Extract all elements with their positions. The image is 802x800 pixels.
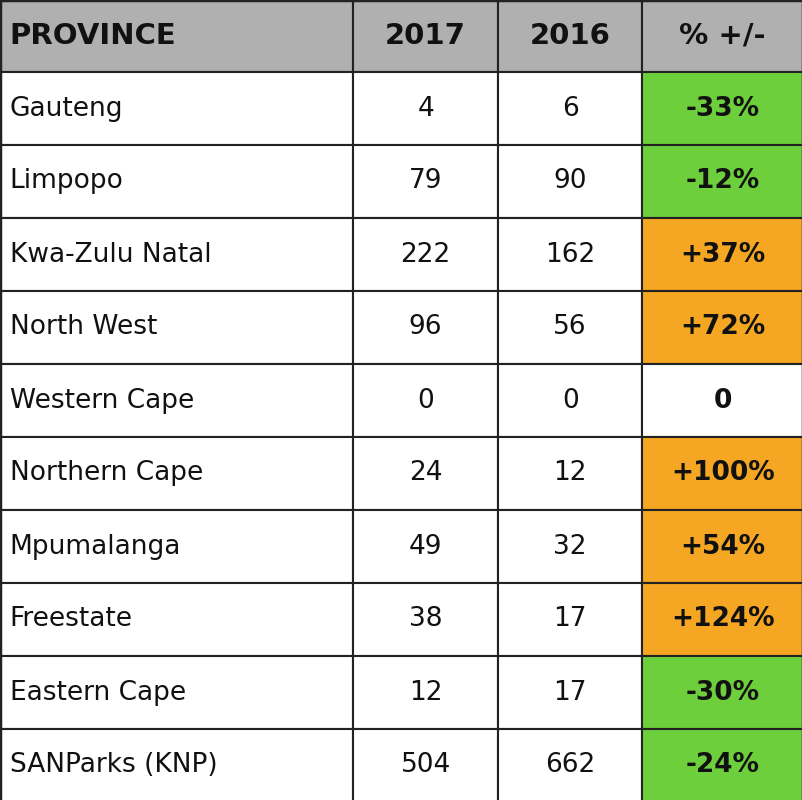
Bar xyxy=(0,510,353,583)
Text: 49: 49 xyxy=(408,534,442,559)
Text: 2017: 2017 xyxy=(385,22,465,50)
Bar xyxy=(353,291,497,364)
Text: 2016: 2016 xyxy=(529,22,610,50)
Bar xyxy=(353,218,497,291)
Bar xyxy=(0,145,353,218)
Bar xyxy=(497,72,642,145)
Text: Western Cape: Western Cape xyxy=(10,387,193,414)
Text: +37%: +37% xyxy=(679,242,764,267)
Text: North West: North West xyxy=(10,314,157,341)
Text: 17: 17 xyxy=(553,606,586,633)
Bar xyxy=(353,0,497,72)
Text: Limpopo: Limpopo xyxy=(10,169,124,194)
Text: 4: 4 xyxy=(417,95,433,122)
Text: -12%: -12% xyxy=(685,169,759,194)
Text: Gauteng: Gauteng xyxy=(10,95,123,122)
Bar xyxy=(497,437,642,510)
Bar xyxy=(353,364,497,437)
Text: % +/-: % +/- xyxy=(678,22,765,50)
Text: PROVINCE: PROVINCE xyxy=(10,22,176,50)
Text: 12: 12 xyxy=(408,679,442,706)
Text: 79: 79 xyxy=(408,169,442,194)
Bar xyxy=(353,729,497,800)
Bar xyxy=(497,291,642,364)
Bar xyxy=(353,145,497,218)
Bar xyxy=(642,729,802,800)
Bar xyxy=(497,145,642,218)
Bar xyxy=(642,656,802,729)
Bar xyxy=(642,145,802,218)
Bar xyxy=(0,72,353,145)
Bar xyxy=(642,218,802,291)
Text: -33%: -33% xyxy=(685,95,759,122)
Bar xyxy=(642,72,802,145)
Bar xyxy=(0,437,353,510)
Bar xyxy=(497,510,642,583)
Bar xyxy=(497,0,642,72)
Bar xyxy=(642,364,802,437)
Text: Kwa-Zulu Natal: Kwa-Zulu Natal xyxy=(10,242,211,267)
Text: +100%: +100% xyxy=(670,461,774,486)
Text: 12: 12 xyxy=(553,461,586,486)
Bar xyxy=(642,583,802,656)
Bar xyxy=(353,437,497,510)
Bar xyxy=(642,291,802,364)
Text: 56: 56 xyxy=(553,314,586,341)
Text: 24: 24 xyxy=(408,461,442,486)
Bar xyxy=(497,218,642,291)
Text: 222: 222 xyxy=(400,242,450,267)
Text: 0: 0 xyxy=(713,387,731,414)
Text: Eastern Cape: Eastern Cape xyxy=(10,679,185,706)
Bar xyxy=(497,364,642,437)
Text: 32: 32 xyxy=(553,534,586,559)
Text: 38: 38 xyxy=(408,606,442,633)
Text: -24%: -24% xyxy=(685,753,759,778)
Text: +54%: +54% xyxy=(679,534,764,559)
Bar xyxy=(0,656,353,729)
Text: SANParks (KNP): SANParks (KNP) xyxy=(10,753,217,778)
Bar xyxy=(0,218,353,291)
Bar xyxy=(353,510,497,583)
Bar xyxy=(497,729,642,800)
Bar xyxy=(0,291,353,364)
Text: 162: 162 xyxy=(545,242,594,267)
Text: Freestate: Freestate xyxy=(10,606,132,633)
Text: Mpumalanga: Mpumalanga xyxy=(10,534,180,559)
Bar xyxy=(642,510,802,583)
Text: 0: 0 xyxy=(417,387,433,414)
Text: Northern Cape: Northern Cape xyxy=(10,461,203,486)
Bar xyxy=(353,583,497,656)
Bar xyxy=(0,0,353,72)
Bar xyxy=(0,583,353,656)
Bar xyxy=(642,437,802,510)
Text: 6: 6 xyxy=(561,95,577,122)
Text: 96: 96 xyxy=(408,314,442,341)
Text: 90: 90 xyxy=(553,169,586,194)
Bar xyxy=(497,656,642,729)
Bar xyxy=(353,656,497,729)
Text: 0: 0 xyxy=(561,387,577,414)
Bar xyxy=(353,72,497,145)
Bar xyxy=(497,583,642,656)
Text: +72%: +72% xyxy=(679,314,764,341)
Text: 504: 504 xyxy=(400,753,450,778)
Bar xyxy=(0,364,353,437)
Text: 662: 662 xyxy=(545,753,594,778)
Text: +124%: +124% xyxy=(670,606,774,633)
Text: 17: 17 xyxy=(553,679,586,706)
Bar xyxy=(0,729,353,800)
Bar xyxy=(642,0,802,72)
Text: -30%: -30% xyxy=(685,679,759,706)
